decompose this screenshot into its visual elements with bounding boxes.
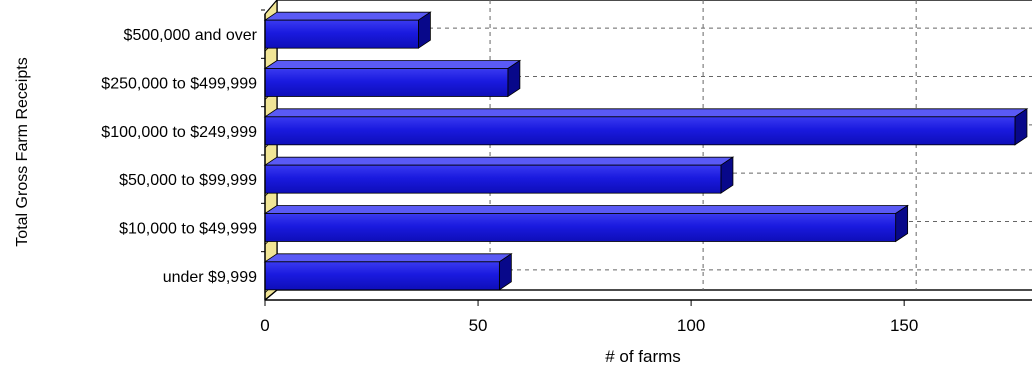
category-label: under $9,999 bbox=[163, 269, 257, 286]
bar-front-face bbox=[264, 116, 1016, 146]
bar-front-face bbox=[264, 213, 897, 242]
x-axis-title: # of farms bbox=[605, 347, 681, 366]
x-tick-label: 50 bbox=[469, 316, 488, 335]
category-labels: $500,000 and over $250,000 to $499,999 $10… bbox=[101, 27, 257, 286]
bar-2 bbox=[263, 108, 1029, 146]
bar-top-face bbox=[263, 253, 513, 263]
category-label: $100,000 to $249,999 bbox=[101, 124, 257, 141]
bar-5 bbox=[263, 253, 513, 291]
axes bbox=[261, 9, 1032, 306]
x-tick-label: 150 bbox=[890, 316, 918, 335]
bars bbox=[263, 11, 1029, 291]
bar-top-face bbox=[263, 60, 522, 69]
bar-front-face bbox=[264, 261, 500, 291]
bar-1 bbox=[263, 59, 522, 98]
axis-depth-line bbox=[264, 289, 278, 301]
x-tick-label: 0 bbox=[260, 316, 269, 335]
bar-front-face bbox=[264, 164, 722, 194]
category-label: $250,000 to $499,999 bbox=[101, 76, 257, 93]
x-tick-label: 100 bbox=[677, 316, 705, 335]
x-tick-labels: 0 50 100 150 bbox=[260, 316, 918, 335]
bar-top-face bbox=[263, 205, 909, 214]
category-label: $500,000 and over bbox=[124, 27, 258, 44]
y-axis-title: Total Gross Farm Receipts bbox=[14, 57, 31, 246]
bar-top-face bbox=[263, 156, 735, 166]
category-label: $50,000 to $99,999 bbox=[119, 172, 257, 189]
bar-front-face bbox=[264, 68, 509, 97]
bar-top-face bbox=[263, 108, 1029, 118]
bar-3 bbox=[263, 156, 735, 194]
category-label: $10,000 to $49,999 bbox=[119, 221, 257, 238]
bar-top-face bbox=[263, 11, 432, 21]
bar-4 bbox=[263, 204, 909, 243]
bar-front-face bbox=[264, 19, 419, 49]
bar-0 bbox=[263, 11, 432, 49]
